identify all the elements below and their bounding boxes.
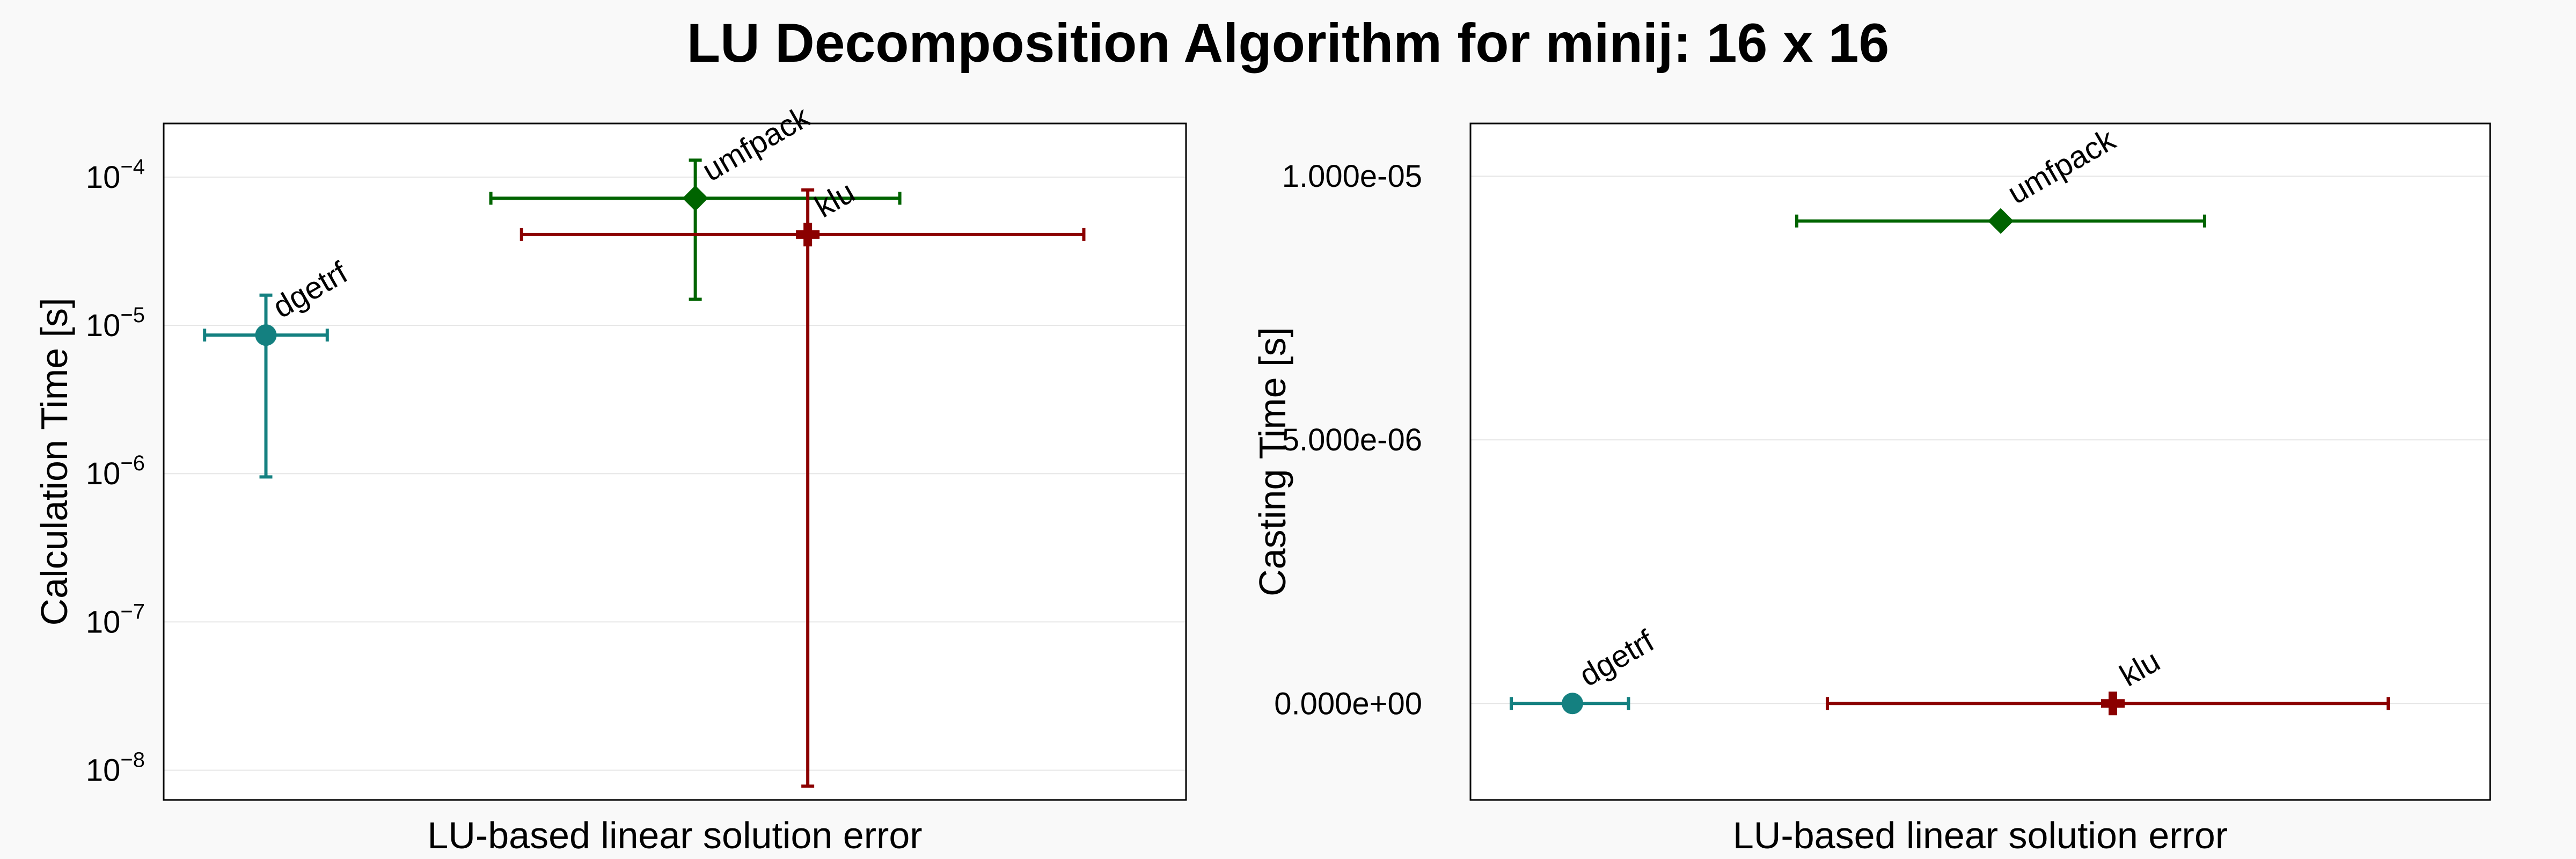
data-point-circle: [255, 324, 277, 346]
y-tick-label: 10−7: [86, 600, 145, 639]
chart-panel-right: 0.000e+00 5.000e-06 1.000e-05 LU-based line…: [1252, 122, 2491, 856]
data-point-cross: [2101, 691, 2125, 716]
y-tick-label: 10−8: [86, 748, 145, 788]
data-point-cross: [796, 222, 820, 246]
data-point-circle: [1562, 693, 1583, 715]
plot-frame: [1469, 122, 2491, 801]
x-axis-label: LU-based linear solution error: [1733, 814, 2228, 856]
plot-frame: [163, 122, 1187, 801]
y-axis-label: Casting Time [s]: [1252, 327, 1293, 596]
y-tick-label: 10−4: [86, 155, 145, 195]
y-tick-label: 10−6: [86, 452, 145, 491]
data-point-diamond: [1988, 208, 2014, 234]
y-axis-label: Calculation Time [s]: [33, 298, 75, 626]
figure-title: LU Decomposition Algorithm for minij: 16…: [686, 12, 1890, 74]
y-tick-label: 5.000e-06: [1282, 423, 1422, 457]
data-point-diamond: [682, 185, 708, 212]
plot-area: [164, 123, 1186, 800]
chart-panel-left: 10−8 10−7 10−6 10−5 10−4 LU-based linear solu…: [33, 99, 1187, 856]
y-tick-label: 0.000e+00: [1274, 686, 1422, 721]
y-tick-label: 1.000e-05: [1282, 159, 1422, 194]
y-tick-label: 10−5: [86, 303, 145, 343]
plot-area: [1470, 123, 2490, 800]
x-axis-label: LU-based linear solution error: [427, 814, 922, 856]
